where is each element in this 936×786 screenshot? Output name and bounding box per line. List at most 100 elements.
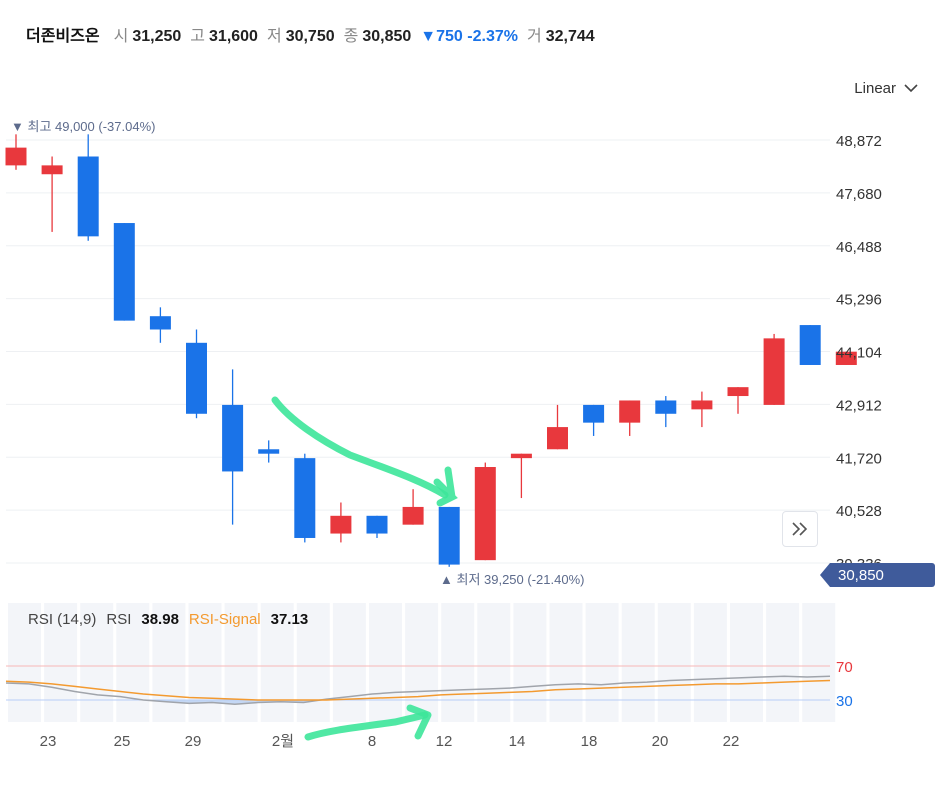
candle-body — [41, 165, 63, 175]
candle[interactable] — [655, 396, 677, 428]
trend-annotation-arrow — [271, 396, 449, 499]
candle[interactable] — [835, 351, 857, 365]
rsi-background-stripe — [80, 603, 114, 722]
candle-body — [294, 458, 316, 538]
candle-body — [258, 449, 280, 454]
current-price-tag: 30,850 — [820, 563, 935, 587]
rsi-background-stripe — [766, 603, 800, 722]
candle[interactable] — [474, 462, 496, 561]
candle-body — [438, 506, 460, 565]
y-axis-tick-label: 47,680 — [836, 186, 882, 203]
high-value: 31,600 — [209, 28, 258, 45]
y-axis-tick-label: 42,912 — [836, 397, 882, 414]
rsi-level-30-label: 30 — [836, 693, 853, 710]
candle-body — [186, 342, 207, 414]
scale-selector-value: Linear — [854, 80, 896, 97]
rsi-annotation-arrowhead — [406, 704, 432, 740]
x-axis-tick-label: 25 — [114, 733, 131, 750]
candle-body — [547, 427, 568, 450]
rsi-background-stripe — [513, 603, 547, 722]
scale-selector[interactable]: Linear — [854, 80, 918, 97]
y-axis-tick-label: 48,872 — [836, 133, 882, 150]
rsi-indicator-label[interactable]: RSI (14,9) — [28, 611, 97, 628]
x-axis-tick-label: 20 — [652, 733, 669, 750]
candle[interactable] — [763, 333, 785, 405]
candle[interactable] — [547, 404, 568, 450]
y-axis-tick-label: 46,488 — [836, 239, 882, 256]
candle[interactable] — [402, 489, 424, 525]
rsi-label: RSI — [106, 611, 132, 628]
candle[interactable] — [799, 325, 821, 365]
price-chart[interactable]: 48,872 47,680 46,488 45,296 44,104 42,912 41,7… — [0, 100, 936, 760]
candle-body — [619, 400, 641, 423]
candle-body — [402, 506, 424, 525]
candle-body — [510, 453, 532, 459]
rsi-background-stripe — [585, 603, 619, 722]
volume-value: 32,744 — [545, 28, 595, 45]
y-axis-tick-label: 45,296 — [836, 292, 882, 309]
rsi-value: 38.98 — [141, 611, 179, 628]
candle-body — [763, 338, 785, 405]
rsi-background-stripe — [332, 603, 366, 722]
candle[interactable] — [5, 134, 27, 170]
candle-body — [474, 467, 496, 561]
rsi-background-stripe — [657, 603, 691, 722]
candle-body — [222, 404, 244, 472]
candle-body — [583, 404, 605, 423]
rsi-signal-value: 37.13 — [270, 611, 309, 628]
stock-name: 더존비즈온 — [26, 28, 100, 45]
candle-body — [77, 156, 99, 237]
candle[interactable] — [294, 453, 316, 543]
candle-body — [5, 147, 27, 166]
rsi-signal-label: RSI-Signal — [188, 611, 261, 628]
trend-annotation-arrowhead — [433, 466, 458, 507]
x-axis-tick-label: 23 — [40, 733, 57, 750]
rsi-background-stripe — [693, 603, 727, 722]
high-label: 고 — [190, 28, 206, 45]
rsi-oversold-area — [6, 700, 830, 705]
rsi-background-stripe — [405, 603, 439, 722]
double-chevron-right-icon — [792, 522, 808, 536]
rsi-background-stripe — [116, 603, 150, 722]
candle-body — [113, 223, 135, 321]
rsi-background-stripe — [477, 603, 511, 722]
candle-body — [691, 400, 713, 410]
open-label: 시 — [113, 28, 129, 45]
x-axis-tick-label: 22 — [723, 733, 740, 750]
candle[interactable] — [366, 515, 388, 538]
rsi-line — [5, 675, 831, 706]
close-label: 종 — [343, 28, 359, 45]
candle[interactable] — [330, 502, 352, 543]
candle-body — [835, 351, 857, 365]
candle-body — [655, 400, 677, 414]
candle[interactable] — [619, 400, 641, 436]
candle[interactable] — [113, 223, 135, 321]
rsi-background-stripe — [441, 603, 475, 722]
candle[interactable] — [727, 387, 749, 414]
candle[interactable] — [77, 134, 99, 241]
rsi-background-stripe — [621, 603, 655, 722]
x-axis-tick-label: 12 — [436, 733, 453, 750]
candle[interactable] — [583, 404, 605, 436]
volume-label: 거 — [526, 28, 542, 45]
x-axis-tick-label: 18 — [581, 733, 598, 750]
candle[interactable] — [149, 307, 171, 343]
candle[interactable] — [186, 329, 207, 419]
candle-body — [799, 325, 821, 365]
candle[interactable] — [510, 453, 532, 499]
change-value: ▼750 -2.37% — [420, 28, 518, 45]
candle-body — [727, 387, 749, 397]
x-axis-tick-label: 2월 — [272, 733, 294, 750]
min-price-annotation: ▲ 최저 39,250 (-21.40%) — [440, 572, 584, 587]
x-axis-tick-label: 29 — [185, 733, 202, 750]
candle[interactable] — [691, 391, 713, 428]
candle[interactable] — [258, 440, 280, 463]
y-axis-tick-label: 40,528 — [836, 503, 882, 520]
rsi-background-stripe — [549, 603, 583, 722]
candle[interactable] — [222, 369, 244, 525]
x-axis-tick-label: 8 — [368, 733, 376, 750]
scroll-to-latest-button[interactable] — [782, 511, 818, 547]
open-value: 31,250 — [132, 28, 182, 45]
candle[interactable] — [41, 156, 63, 232]
candle[interactable] — [438, 506, 460, 567]
